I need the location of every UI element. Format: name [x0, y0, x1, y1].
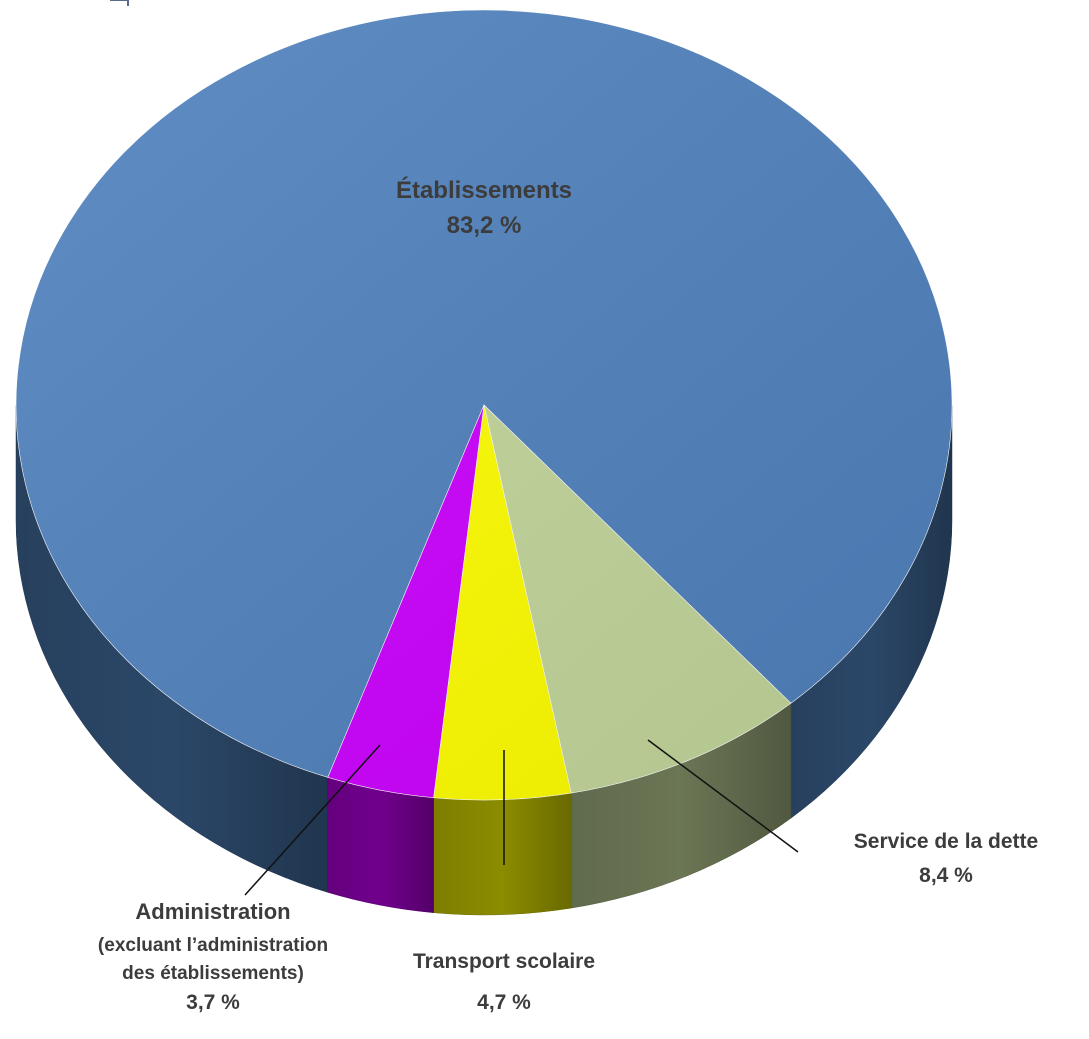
pie-side-shade-admin	[327, 777, 434, 913]
slice-value-dette: 8,4 %	[919, 864, 973, 887]
leader-line-admin	[244, 744, 381, 896]
slice-value-admin: 3,7 %	[186, 991, 240, 1014]
leader-line-dette	[647, 739, 799, 853]
slice-sublabel-admin-1: (excluant l’administration	[98, 935, 328, 956]
pie-side-shade-etablissements	[16, 405, 328, 893]
leader-lines	[244, 739, 799, 896]
slice-label-admin: Administration	[135, 899, 290, 924]
slice-label-dette: Service de la dette	[854, 830, 1038, 853]
pie-top	[15, 9, 953, 801]
pie-top-sheen	[16, 10, 952, 800]
slice-value-etablissements: 83,2 %	[447, 212, 522, 239]
pie-side-shade-etablissements	[790, 405, 952, 819]
slice-sublabel-admin-2: des établissements)	[122, 963, 304, 984]
slice-label-etablissements: Établissements	[396, 176, 572, 204]
slice-value-transport: 4,7 %	[477, 991, 531, 1014]
slice-label-transport: Transport scolaire	[413, 950, 595, 973]
pie-depth	[15, 404, 953, 916]
pie-side-shade-dette	[571, 703, 791, 909]
corner-mark	[110, 0, 129, 6]
pie-side-shade-transport	[433, 793, 572, 915]
